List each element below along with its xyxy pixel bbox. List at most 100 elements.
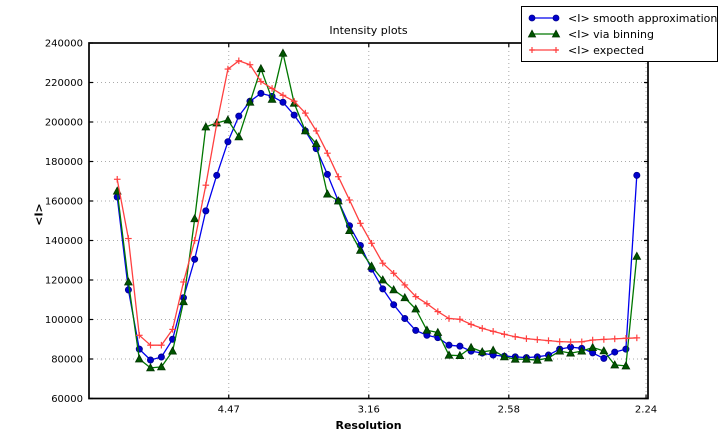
data-point-triangle (510, 354, 520, 363)
data-point-triangle (444, 350, 454, 359)
legend-marker-icon (552, 14, 560, 22)
y-tick-label: 220000 (45, 78, 83, 89)
data-point-triangle (610, 360, 620, 369)
data-point-triangle (355, 245, 365, 254)
legend-item-via-binning: <I> via binning (526, 26, 711, 42)
data-point-circle (323, 170, 331, 178)
data-point-circle (157, 353, 165, 361)
legend-label: <I> expected (568, 43, 645, 57)
data-point-triangle (146, 363, 155, 372)
data-point-triangle (400, 292, 410, 302)
legend-marker-icon (553, 47, 559, 53)
y-tick-label: 200000 (45, 118, 83, 129)
data-point-circle (633, 171, 641, 179)
data-point-triangle (333, 196, 343, 205)
data-point-triangle (134, 354, 144, 363)
data-point-circle (257, 89, 265, 97)
data-point-triangle (577, 346, 587, 355)
data-point-circle (379, 285, 387, 293)
plot-frame (88, 42, 649, 400)
series-line-2 (116, 60, 637, 346)
y-tick-label: 180000 (45, 157, 83, 168)
data-point-triangle (411, 304, 421, 313)
data-point-circle (611, 348, 619, 356)
data-point-triangle (466, 342, 476, 351)
data-point-triangle (477, 347, 487, 356)
legend-swatch-plus-icon (529, 47, 559, 53)
data-point-triangle (367, 261, 377, 270)
data-point-circle (279, 98, 287, 106)
data-point-circle (124, 286, 132, 294)
data-point-circle (235, 112, 243, 120)
x-tick-label: 2.58 (498, 405, 520, 416)
data-point-triangle (345, 225, 354, 235)
data-point-circle (146, 356, 154, 364)
series-line-0 (116, 92, 638, 361)
x-axis-label: Resolution (335, 419, 402, 432)
y-tick-label: 60000 (51, 394, 83, 405)
data-point-triangle (168, 346, 178, 355)
data-point-triangle (422, 325, 432, 334)
legend-label: <I> via binning (568, 27, 654, 41)
y-tick-label: 160000 (45, 197, 83, 208)
data-point-circle (290, 111, 298, 119)
y-tick-label: 240000 (45, 39, 83, 50)
y-tick-label: 100000 (45, 315, 83, 326)
data-point-triangle (632, 251, 642, 260)
legend-item-expected: <I> expected (526, 42, 711, 58)
data-point-triangle (311, 138, 321, 148)
data-point-triangle (588, 342, 598, 351)
data-point-circle (213, 171, 221, 179)
legend-item-smooth-approximation: <I> smooth approximation (526, 10, 717, 26)
data-point-triangle (521, 354, 531, 363)
data-point-triangle (455, 350, 465, 360)
legend-swatch-circle-icon (528, 14, 560, 22)
data-point-triangle (555, 346, 565, 355)
data-point-circle (412, 326, 420, 334)
data-point-circle (191, 255, 199, 263)
y-tick-label: 140000 (45, 236, 83, 247)
series-line-1 (116, 52, 638, 369)
data-point-triangle (378, 275, 388, 284)
legend-swatch-triangle-icon (527, 29, 561, 38)
data-point-triangle (532, 355, 542, 364)
chart-title: Intensity plots (329, 24, 408, 37)
legend-label: <I> smooth approximation (568, 11, 718, 25)
data-point-triangle (300, 126, 310, 135)
legend: <I> smooth approximation <I> via binning… (521, 6, 718, 62)
x-tick-label: 4.47 (218, 405, 240, 416)
data-point-triangle (433, 327, 443, 336)
y-tick-label: 80000 (51, 355, 83, 366)
data-point-triangle (256, 63, 266, 73)
data-point-triangle (488, 345, 498, 354)
data-point-triangle (389, 285, 399, 294)
data-point-triangle (621, 361, 631, 370)
x-tick-label: 2.24 (635, 405, 657, 416)
data-point-triangle (599, 346, 609, 355)
data-point-circle (445, 341, 453, 349)
data-point-triangle (178, 296, 188, 306)
data-point-triangle (322, 189, 332, 198)
data-point-triangle (267, 94, 277, 103)
legend-marker-icon (529, 47, 535, 53)
legend-marker-icon (528, 14, 536, 22)
data-point-triangle (544, 353, 553, 362)
data-point-circle (224, 138, 232, 146)
data-point-circle (456, 342, 464, 350)
y-axis-label: <I> (32, 203, 46, 226)
legend-marker-icon (527, 29, 537, 38)
data-point-triangle (123, 277, 133, 286)
data-point-triangle (499, 351, 509, 361)
data-point-triangle (156, 362, 166, 371)
data-point-circle (600, 354, 608, 362)
data-point-triangle (566, 348, 576, 357)
x-tick-label: 3.16 (358, 405, 380, 416)
data-point-triangle (223, 115, 233, 124)
data-point-triangle (201, 122, 211, 131)
data-point-triangle (245, 97, 255, 106)
data-point-circle (202, 207, 210, 215)
data-point-triangle (278, 48, 288, 57)
data-point-circle (401, 315, 409, 323)
